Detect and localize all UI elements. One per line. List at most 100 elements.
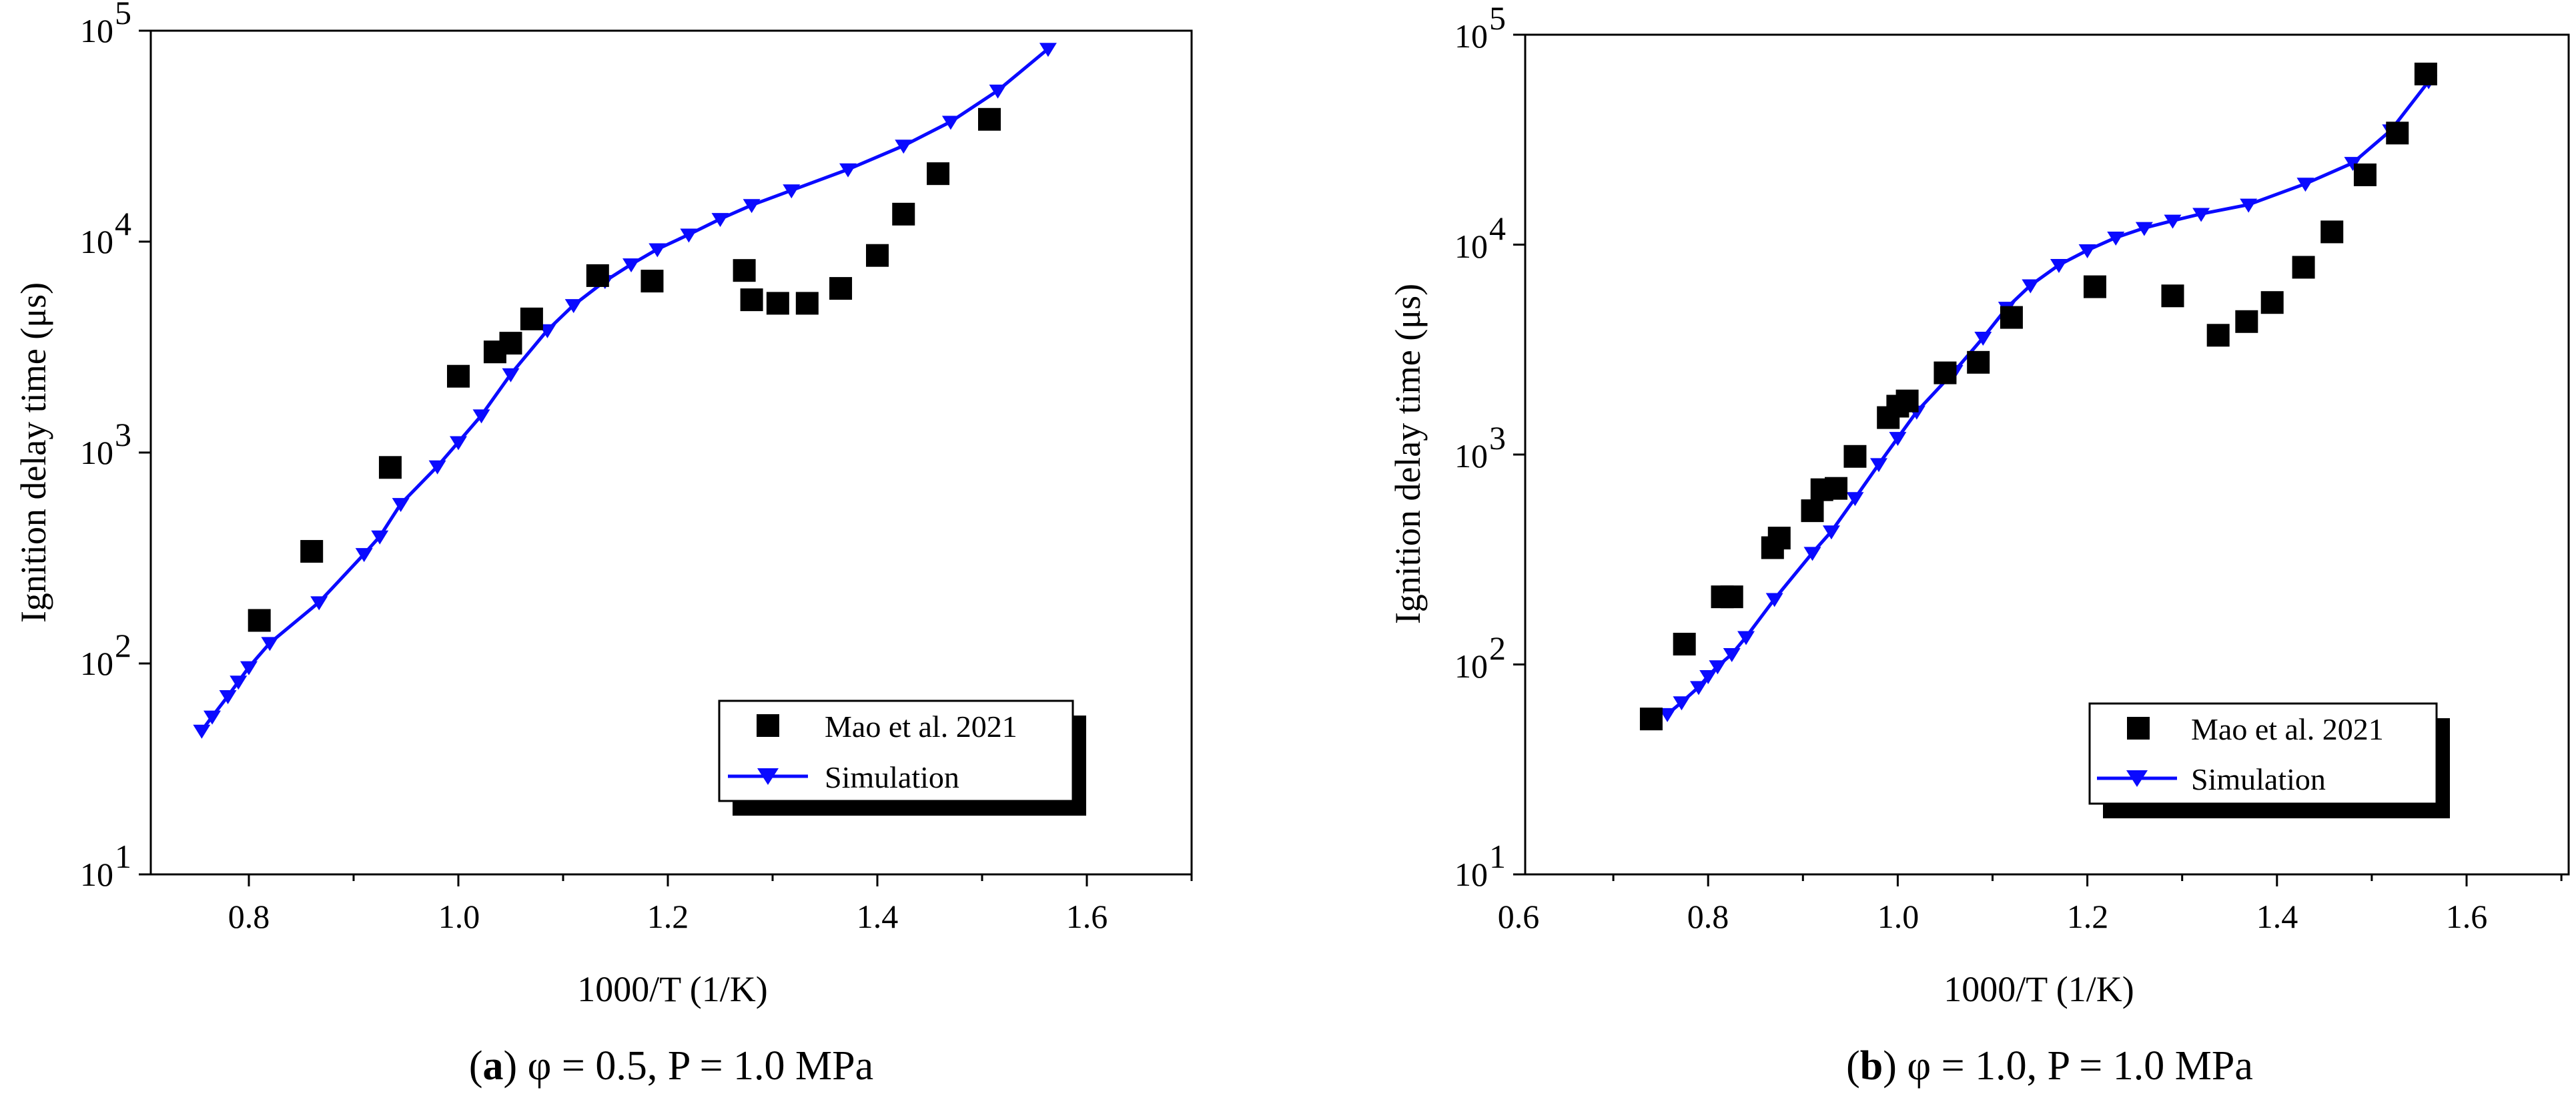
panel-a: 0.8 1.0 1.2 1.4 1.6 10 1 10 2 10 3 10 4 …	[13, 0, 1193, 1089]
x-tick-label: 1.2	[647, 898, 689, 935]
experiment-point	[2161, 284, 2184, 308]
simulation-point	[2296, 178, 2314, 192]
experiment-point	[2235, 310, 2258, 333]
simulation-point	[2135, 222, 2153, 236]
svg-text:3: 3	[1489, 419, 1506, 457]
experiment-point	[977, 107, 1001, 131]
caption-text: φ = 0.5, P = 1.0 MPa	[528, 1043, 874, 1089]
simulation-point	[2050, 258, 2068, 273]
simulation-point	[2344, 157, 2362, 172]
legend-square-marker	[2127, 717, 2150, 740]
simulation-point	[392, 498, 410, 513]
x-tick-label: 1.6	[1066, 898, 1108, 935]
simulation-line	[1666, 80, 2431, 716]
simulation-point	[1039, 43, 1057, 57]
simulation-point	[989, 84, 1007, 99]
svg-text:2: 2	[1489, 629, 1506, 667]
svg-text:5: 5	[115, 0, 131, 31]
simulation-point	[1974, 332, 1992, 346]
x-axis-label: 1000/T (1/K)	[577, 969, 767, 1009]
caption-letter: a	[482, 1043, 503, 1089]
simulation-point	[783, 184, 801, 199]
y-tick-label: 10 4	[1454, 210, 1506, 265]
svg-text:10: 10	[80, 434, 113, 471]
simulation-line	[200, 47, 1049, 732]
svg-text:3: 3	[115, 416, 131, 453]
x-tick-label: 1.6	[2446, 898, 2488, 935]
y-tick-label: 10 1	[80, 838, 131, 893]
simulation-point	[2240, 198, 2258, 213]
y-axis-label: Ignition delay time (μs)	[1388, 284, 1428, 624]
simulation-point	[1846, 492, 1864, 507]
caption-letter: b	[1860, 1043, 1883, 1089]
experiment-point	[2260, 291, 2284, 314]
legend-label-simulation: Simulation	[825, 760, 959, 794]
x-tick-label: 1.0	[1877, 898, 1919, 935]
simulation-point	[193, 724, 211, 739]
simulation-point	[1689, 681, 1707, 696]
simulation-point	[1737, 631, 1755, 645]
experiment-point	[1895, 389, 1919, 412]
svg-text:10: 10	[1454, 437, 1488, 475]
simulation-point	[538, 324, 556, 338]
experiment-point	[1639, 708, 1663, 731]
simulation-point	[472, 409, 490, 424]
experiment-point	[733, 259, 756, 282]
experiment-point	[2320, 220, 2344, 244]
caption-text: φ = 1.0, P = 1.0 MPa	[1907, 1043, 2253, 1089]
simulation-point	[355, 548, 373, 563]
simulation-point	[622, 258, 640, 273]
simulation-point	[711, 213, 729, 228]
x-tick-label: 1.4	[2256, 898, 2298, 935]
simulation-point	[2107, 231, 2125, 246]
experiment-point	[2353, 163, 2377, 186]
x-tick-label: 0.8	[1687, 898, 1729, 935]
panel-b: 0.6 0.8 1.0 1.2 1.4 1.6 10 1 10 2 10 3 1…	[1388, 0, 2570, 1089]
simulation-point	[895, 140, 913, 154]
svg-text:4: 4	[1489, 210, 1506, 247]
experiment-point	[1720, 585, 1743, 609]
experiment-point	[1934, 361, 1957, 384]
simulation-point	[219, 689, 237, 704]
experiment-point	[300, 540, 324, 563]
experiment-point	[2292, 256, 2315, 279]
svg-text:10: 10	[1454, 856, 1488, 893]
y-tick-label: 10 5	[80, 0, 131, 49]
simulation-point	[564, 299, 582, 314]
svg-text:10: 10	[1454, 228, 1488, 265]
y-axis-label: Ignition delay time (μs)	[13, 282, 53, 623]
y-tick-label: 10 1	[1454, 838, 1506, 893]
x-tick-label: 1.2	[2067, 898, 2109, 935]
y-tick-label: 10 3	[1454, 419, 1506, 475]
svg-text:(b) φ = 1.0, P = 1.0 MPa: (b) φ = 1.0, P = 1.0 MPa	[1846, 1043, 2253, 1089]
simulation-point	[203, 710, 222, 725]
simulation-point	[1765, 593, 1783, 607]
experiment-point	[1801, 499, 1824, 523]
caption: (a) φ = 0.5, P = 1.0 MPa	[469, 1043, 873, 1089]
simulation-point	[1803, 547, 1821, 561]
experiment-point	[829, 277, 853, 300]
svg-text:10: 10	[1454, 17, 1488, 55]
experiment-point	[499, 332, 522, 355]
x-tick-label: 0.6	[1498, 898, 1540, 935]
simulation-point	[680, 228, 698, 243]
x-tick-label: 1.0	[438, 898, 480, 935]
legend: Mao et al. 2021 Simulation	[718, 700, 1086, 816]
y-tick-label: 10 5	[1454, 0, 1506, 55]
svg-text:(a) φ = 0.5, P = 1.0 MPa: (a) φ = 0.5, P = 1.0 MPa	[469, 1043, 873, 1089]
svg-text:10: 10	[80, 856, 113, 893]
y-tick-label: 10 2	[1454, 629, 1506, 685]
simulation-point	[649, 243, 667, 258]
svg-text:10: 10	[1454, 647, 1488, 685]
experiment-point	[520, 307, 543, 330]
simulation-point	[1673, 696, 1691, 711]
experiment-series	[248, 107, 1001, 632]
simulation-series	[193, 43, 1057, 739]
svg-text:10: 10	[80, 645, 113, 682]
experiment-point	[447, 364, 470, 388]
simulation-point	[450, 436, 467, 451]
simulation-point	[310, 596, 328, 611]
axis-ticks	[1513, 33, 2563, 886]
experiment-point	[892, 202, 915, 226]
svg-text:2: 2	[115, 627, 131, 664]
